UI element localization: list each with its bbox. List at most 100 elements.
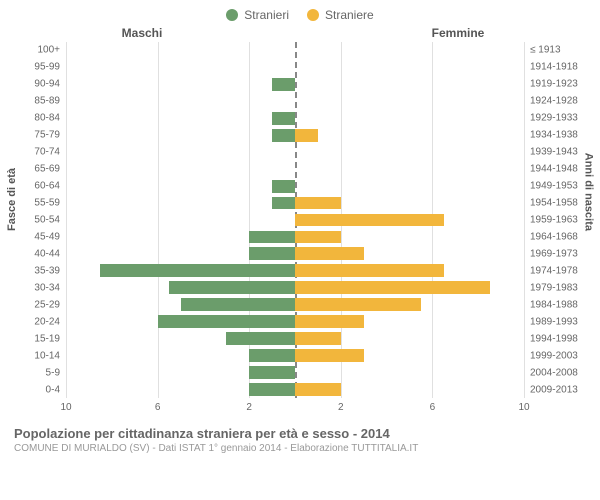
birth-year-label: 2004-2008 <box>524 367 586 378</box>
age-label: 100+ <box>14 45 66 56</box>
bar-male <box>272 129 295 142</box>
legend-item-female: Straniere <box>307 8 374 22</box>
birth-year-label: 1934-1938 <box>524 130 586 141</box>
x-tick-label: 10 <box>518 402 529 413</box>
bar-male <box>249 383 295 396</box>
age-row: 55-591954-1958 <box>66 195 524 212</box>
bar-male <box>272 112 295 125</box>
side-headers: Maschi Femmine <box>14 26 586 40</box>
age-label: 20-24 <box>14 316 66 327</box>
birth-year-label: 1999-2003 <box>524 350 586 361</box>
bar-female <box>295 281 490 294</box>
chart-title: Popolazione per cittadinanza straniera p… <box>14 426 586 441</box>
age-row: 15-191994-1998 <box>66 330 524 347</box>
bar-female <box>295 349 364 362</box>
legend-label-female: Straniere <box>325 8 374 22</box>
bar-female <box>295 231 341 244</box>
birth-year-label: 1919-1923 <box>524 79 586 90</box>
age-row: 40-441969-1973 <box>66 245 524 262</box>
birth-year-label: 1949-1953 <box>524 181 586 192</box>
bar-female <box>295 383 341 396</box>
birth-year-label: 2009-2013 <box>524 384 586 395</box>
header-female: Femmine <box>300 26 586 40</box>
age-label: 55-59 <box>14 198 66 209</box>
age-label: 35-39 <box>14 265 66 276</box>
age-row: 45-491964-1968 <box>66 228 524 245</box>
age-row: 80-841929-1933 <box>66 110 524 127</box>
age-row: 90-941919-1923 <box>66 76 524 93</box>
age-label: 90-94 <box>14 79 66 90</box>
bar-female <box>295 247 364 260</box>
birth-year-label: 1974-1978 <box>524 265 586 276</box>
birth-year-label: 1994-1998 <box>524 333 586 344</box>
x-tick-label: 2 <box>246 402 252 413</box>
bar-male <box>158 315 295 328</box>
birth-year-label: 1989-1993 <box>524 316 586 327</box>
age-label: 85-89 <box>14 96 66 107</box>
bar-female <box>295 264 444 277</box>
birth-year-label: 1939-1943 <box>524 147 586 158</box>
birth-year-label: 1924-1928 <box>524 96 586 107</box>
age-label: 70-74 <box>14 147 66 158</box>
birth-year-label: 1964-1968 <box>524 231 586 242</box>
bar-female <box>295 129 318 142</box>
plot-area: 100+≤ 191395-991914-191890-941919-192385… <box>66 42 524 398</box>
x-axis: 10622610 <box>66 402 524 416</box>
legend-item-male: Stranieri <box>226 8 289 22</box>
chart-container: Stranieri Straniere Maschi Femmine Fasce… <box>0 0 600 500</box>
age-label: 95-99 <box>14 62 66 73</box>
age-row: 70-741939-1943 <box>66 144 524 161</box>
birth-year-label: 1969-1973 <box>524 248 586 259</box>
age-label: 0-4 <box>14 384 66 395</box>
bar-male <box>249 231 295 244</box>
legend-label-male: Stranieri <box>244 8 289 22</box>
age-row: 95-991914-1918 <box>66 59 524 76</box>
age-row: 75-791934-1938 <box>66 127 524 144</box>
age-label: 30-34 <box>14 282 66 293</box>
x-tick-label: 6 <box>430 402 436 413</box>
legend-swatch-male <box>226 9 238 21</box>
birth-year-label: 1914-1918 <box>524 62 586 73</box>
age-label: 60-64 <box>14 181 66 192</box>
chart-zone: Fasce di età Anni di nascita 100+≤ 19139… <box>14 42 586 420</box>
bar-male <box>249 366 295 379</box>
birth-year-label: ≤ 1913 <box>524 45 586 56</box>
bar-male <box>272 197 295 210</box>
bar-male <box>249 247 295 260</box>
age-row: 35-391974-1978 <box>66 262 524 279</box>
bar-female <box>295 315 364 328</box>
x-tick-label: 2 <box>338 402 344 413</box>
rows-container: 100+≤ 191395-991914-191890-941919-192385… <box>66 42 524 398</box>
bar-male <box>226 332 295 345</box>
bar-male <box>249 349 295 362</box>
age-row: 100+≤ 1913 <box>66 42 524 59</box>
age-row: 10-141999-2003 <box>66 347 524 364</box>
age-label: 25-29 <box>14 299 66 310</box>
bar-female <box>295 197 341 210</box>
age-row: 0-42009-2013 <box>66 381 524 398</box>
bar-male <box>272 180 295 193</box>
chart-subtitle: COMUNE DI MURIALDO (SV) - Dati ISTAT 1° … <box>14 443 586 454</box>
bar-male <box>181 298 296 311</box>
age-row: 20-241989-1993 <box>66 313 524 330</box>
x-tick-label: 10 <box>60 402 71 413</box>
age-label: 15-19 <box>14 333 66 344</box>
birth-year-label: 1959-1963 <box>524 215 586 226</box>
bar-male <box>100 264 295 277</box>
legend: Stranieri Straniere <box>14 8 586 22</box>
age-row: 60-641949-1953 <box>66 178 524 195</box>
bar-female <box>295 298 421 311</box>
age-row: 5-92004-2008 <box>66 364 524 381</box>
age-label: 5-9 <box>14 367 66 378</box>
age-label: 65-69 <box>14 164 66 175</box>
age-label: 50-54 <box>14 215 66 226</box>
age-label: 80-84 <box>14 113 66 124</box>
age-row: 50-541959-1963 <box>66 212 524 229</box>
age-row: 85-891924-1928 <box>66 93 524 110</box>
legend-swatch-female <box>307 9 319 21</box>
age-row: 30-341979-1983 <box>66 279 524 296</box>
age-row: 25-291984-1988 <box>66 296 524 313</box>
age-row: 65-691944-1948 <box>66 161 524 178</box>
bar-male <box>169 281 295 294</box>
header-male: Maschi <box>14 26 300 40</box>
